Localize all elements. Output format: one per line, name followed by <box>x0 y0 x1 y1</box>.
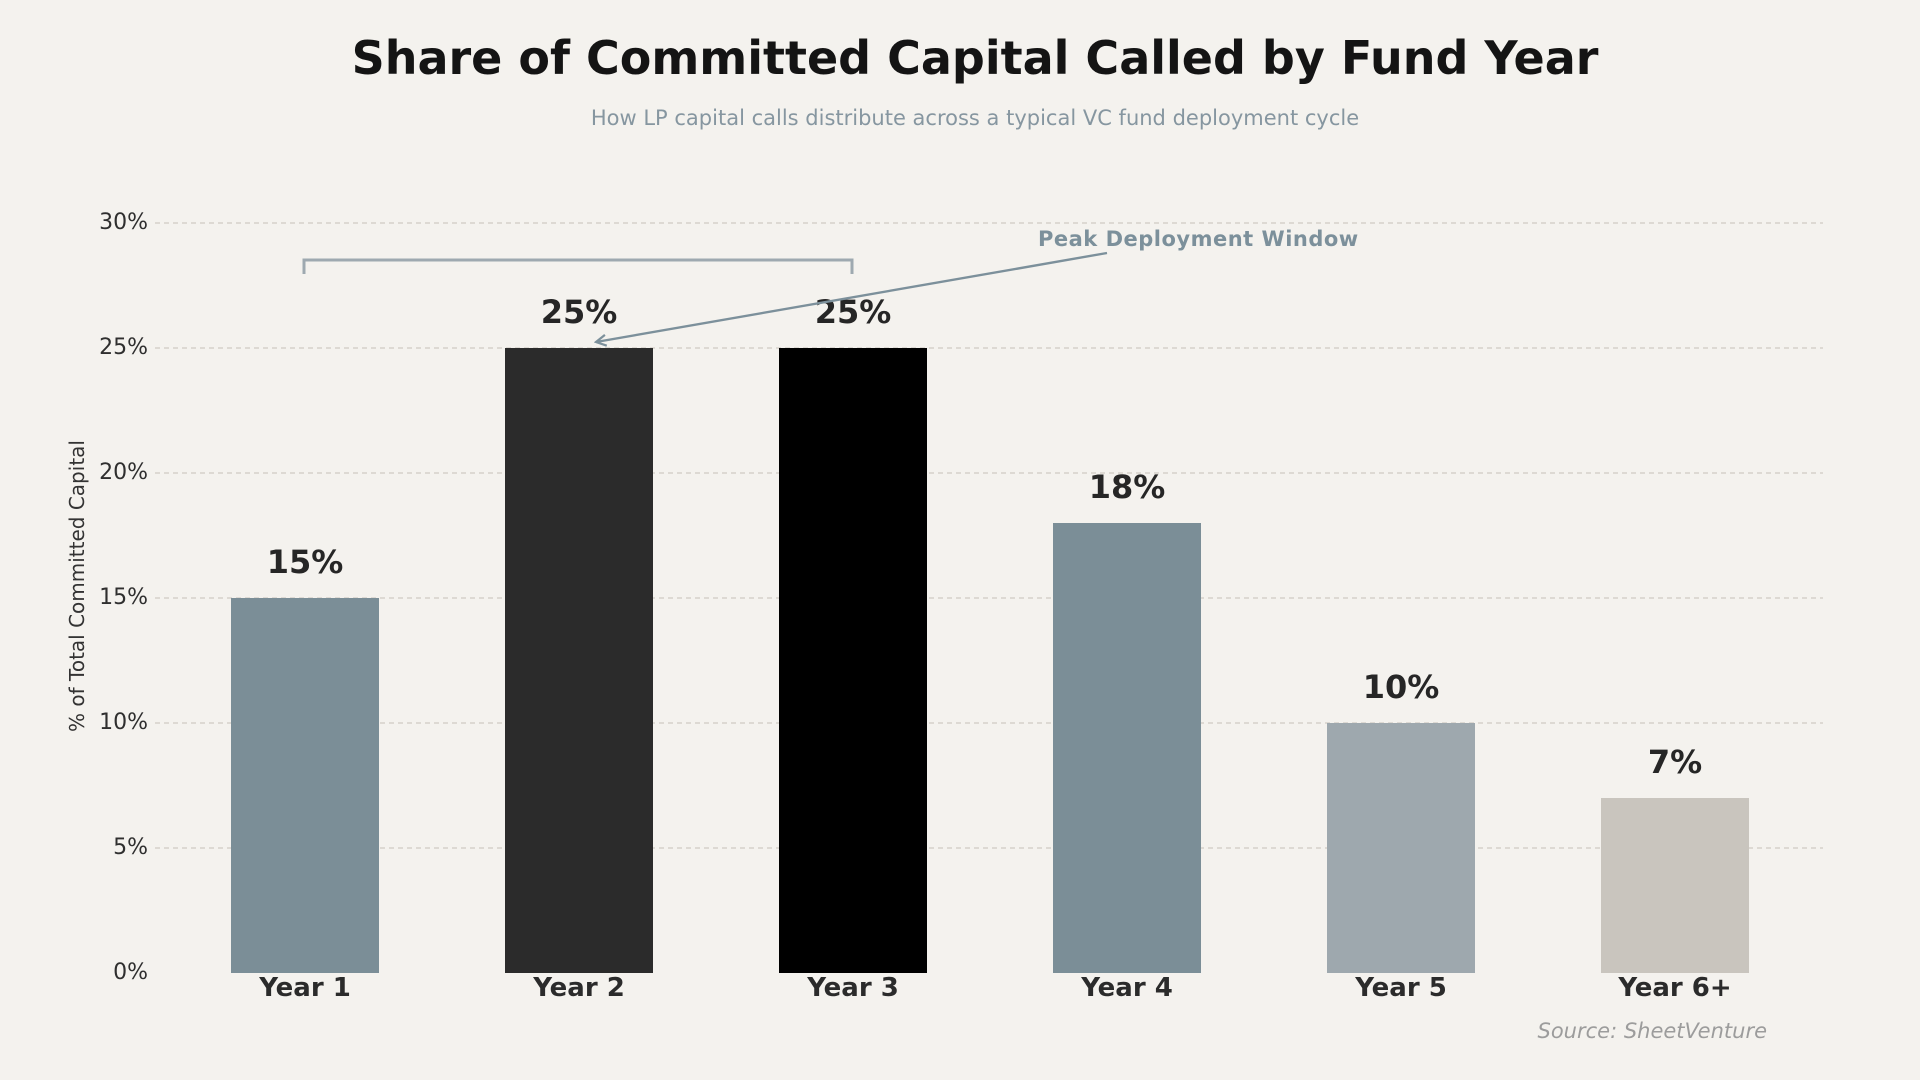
y-tick-label-5: 5% <box>113 835 148 860</box>
x-tick-label-year-4: Year 4 <box>1081 973 1173 1003</box>
x-tick-label-year-2: Year 2 <box>533 973 625 1003</box>
value-label-year-4: 18% <box>1088 468 1166 506</box>
bar-year-6+ <box>1601 798 1749 973</box>
value-label-year-2: 25% <box>540 293 618 331</box>
x-tick-label-year-3: Year 3 <box>807 973 899 1003</box>
value-label-year-5: 10% <box>1362 668 1440 706</box>
source-credit: Source: SheetVenture <box>1537 1019 1767 1043</box>
gridline-25 <box>155 347 1823 349</box>
bar-year-4 <box>1053 523 1201 973</box>
gridline-15 <box>155 597 1823 599</box>
value-label-year-3: 25% <box>814 293 892 331</box>
bar-year-5 <box>1327 723 1475 973</box>
gridline-10 <box>155 722 1823 724</box>
y-tick-label-20: 20% <box>99 460 148 485</box>
bar-year-2 <box>505 348 653 973</box>
y-tick-label-10: 10% <box>99 710 148 735</box>
bar-year-1 <box>231 598 379 973</box>
value-label-year-6+: 7% <box>1647 743 1703 781</box>
bar-year-3 <box>779 348 927 973</box>
chart-subtitle: How LP capital calls distribute across a… <box>590 106 1360 130</box>
x-tick-label-year-1: Year 1 <box>259 973 351 1003</box>
gridline-5 <box>155 847 1823 849</box>
value-label-year-1: 15% <box>266 543 344 581</box>
x-tick-label-year-5: Year 5 <box>1355 973 1447 1003</box>
y-tick-label-15: 15% <box>99 585 148 610</box>
annotation-label: Peak Deployment Window <box>1038 227 1359 251</box>
chart-title: Share of Committed Capital Called by Fun… <box>351 31 1599 85</box>
y-tick-label-30: 30% <box>99 210 148 235</box>
peak-window-bracket <box>302 258 854 274</box>
gridline-30 <box>155 222 1823 224</box>
y-tick-label-25: 25% <box>99 335 148 360</box>
x-tick-label-year-6+: Year 6+ <box>1618 973 1732 1003</box>
y-tick-label-0: 0% <box>113 960 148 985</box>
gridline-20 <box>155 472 1823 474</box>
